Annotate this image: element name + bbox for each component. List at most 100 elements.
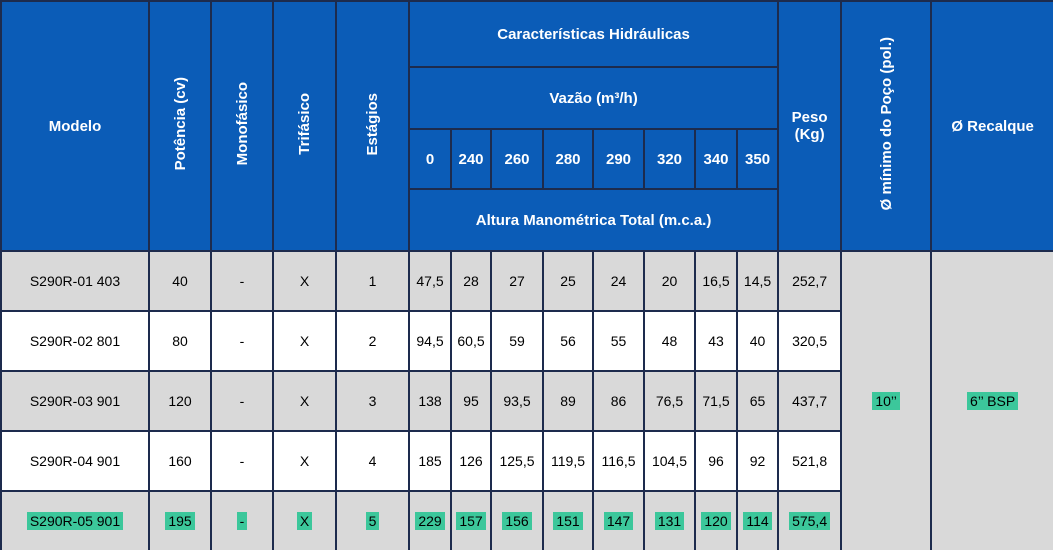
cell-text: 229 <box>415 512 445 530</box>
cell-text: 521,8 <box>792 453 828 469</box>
cell-text: 195 <box>165 512 195 530</box>
table-cell: 120 <box>148 370 212 432</box>
cell-text: 114 <box>743 512 772 530</box>
cell-text: 43 <box>708 333 724 349</box>
cell-text: 252,7 <box>792 273 828 289</box>
table-cell: 131 <box>643 490 696 550</box>
cell-text: 437,7 <box>792 393 828 409</box>
table-cell: 575,4 <box>777 490 843 550</box>
cell-text: 25 <box>560 273 576 289</box>
cell-text: 4 <box>368 453 377 469</box>
header-cell: Ø Recalque <box>930 0 1053 252</box>
cell-text: - <box>239 333 245 349</box>
table-cell: 229 <box>408 490 452 550</box>
cell-text: 76,5 <box>655 393 684 409</box>
merged-cell: 6’’ BSP <box>930 250 1053 550</box>
header-cell: Vazão (m³/h) <box>407 66 780 130</box>
flow-header: 0 <box>408 128 452 190</box>
cell-text: 89 <box>560 393 576 409</box>
cell-text: 119,5 <box>551 453 585 469</box>
header-text: Monofásico <box>233 82 251 166</box>
header-cell: Monofásico <box>210 0 274 252</box>
cell-text: X <box>299 333 310 349</box>
table-cell: S290R-01 403 <box>0 250 150 312</box>
cell-text: 47,5 <box>416 273 444 289</box>
header-text: Estágios <box>364 92 381 156</box>
flow-header: 350 <box>735 128 780 190</box>
table-cell: 96 <box>694 430 738 492</box>
table-cell: 1 <box>335 250 410 312</box>
table-cell: 437,7 <box>777 370 843 432</box>
cell-text: 96 <box>708 453 724 469</box>
table-cell: 125,5 <box>490 430 544 492</box>
cell-text: S290R-03 901 <box>29 393 121 409</box>
table-cell: 157 <box>450 490 492 550</box>
cell-text: 160 <box>168 453 192 469</box>
table-cell: X <box>272 310 337 372</box>
table-cell: 521,8 <box>777 430 843 492</box>
table-cell: 65 <box>735 370 780 432</box>
cell-text: S290R-02 801 <box>29 333 121 349</box>
cell-text: 104,5 <box>651 453 688 469</box>
table-cell: 114 <box>735 490 780 550</box>
table-cell: 27 <box>490 250 544 312</box>
flow-header: 260 <box>490 128 544 190</box>
cell-text: 60,5 <box>457 333 485 349</box>
cell-text: X <box>299 453 310 469</box>
table-cell: - <box>210 430 274 492</box>
flow-header: 290 <box>592 128 645 190</box>
table-cell: S290R-03 901 <box>0 370 150 432</box>
header-cell: Modelo <box>0 0 150 252</box>
cell-text: 120 <box>168 393 192 409</box>
cell-text: 131 <box>654 512 685 530</box>
table-cell: 2 <box>335 310 410 372</box>
table-cell: 138 <box>408 370 452 432</box>
cell-text: 156 <box>502 512 532 530</box>
table-cell: X <box>272 370 337 432</box>
flow-header: 240 <box>450 128 492 190</box>
cell-text: 3 <box>368 393 377 409</box>
table-cell: 47,5 <box>408 250 452 312</box>
cell-text: 40 <box>749 333 766 349</box>
table-row: S290R-03 901 120 - X 3 138 95 93,5 89 86 76,5 71,5 6… <box>0 370 1053 432</box>
table-cell: 126 <box>450 430 492 492</box>
table-cell: 104,5 <box>643 430 696 492</box>
cell-text: S290R-04 901 <box>29 453 121 469</box>
table-cell: 3 <box>335 370 410 432</box>
table-cell: 59 <box>490 310 544 372</box>
merged-cell: 10’’ <box>840 250 933 550</box>
cell-text: 71,5 <box>702 393 730 409</box>
table-cell: 5 <box>335 490 410 550</box>
header-cell: Trifásico <box>272 0 337 252</box>
cell-text: S290R-05 901 <box>26 512 124 530</box>
table-cell: - <box>210 370 274 432</box>
table-row: S290R-05 901 195 - X 5 229 157 156 151 147 131 120 1… <box>0 490 1053 550</box>
table-cell: 80 <box>148 310 212 372</box>
table-cell: 92 <box>735 430 780 492</box>
cell-text: 55 <box>610 333 627 349</box>
cell-text: 59 <box>509 333 525 349</box>
table-row: S290R-04 901 160 - X 4 185 126 125,5 119,5 116,5 1… <box>0 430 1053 492</box>
cell-text: 185 <box>418 453 442 469</box>
table-cell: 156 <box>490 490 544 550</box>
table-cell: 94,5 <box>408 310 452 372</box>
table-cell: 71,5 <box>694 370 738 432</box>
table-cell: X <box>272 430 337 492</box>
table-cell: 89 <box>542 370 594 432</box>
flow-header: 320 <box>643 128 696 190</box>
table-cell: 40 <box>148 250 212 312</box>
table-cell: - <box>210 310 274 372</box>
table-cell: 185 <box>408 430 452 492</box>
table-cell: - <box>210 250 274 312</box>
cell-text: 65 <box>749 393 766 409</box>
table-cell: 151 <box>542 490 594 550</box>
table-cell: 93,5 <box>490 370 544 432</box>
cell-text: 40 <box>172 273 188 289</box>
cell-text: 95 <box>463 393 479 409</box>
table-cell: 24 <box>592 250 645 312</box>
table-cell: 120 <box>694 490 738 550</box>
table-cell: 60,5 <box>450 310 492 372</box>
cell-text: 93,5 <box>503 393 531 409</box>
table-cell: 116,5 <box>592 430 645 492</box>
flow-header: 340 <box>694 128 738 190</box>
